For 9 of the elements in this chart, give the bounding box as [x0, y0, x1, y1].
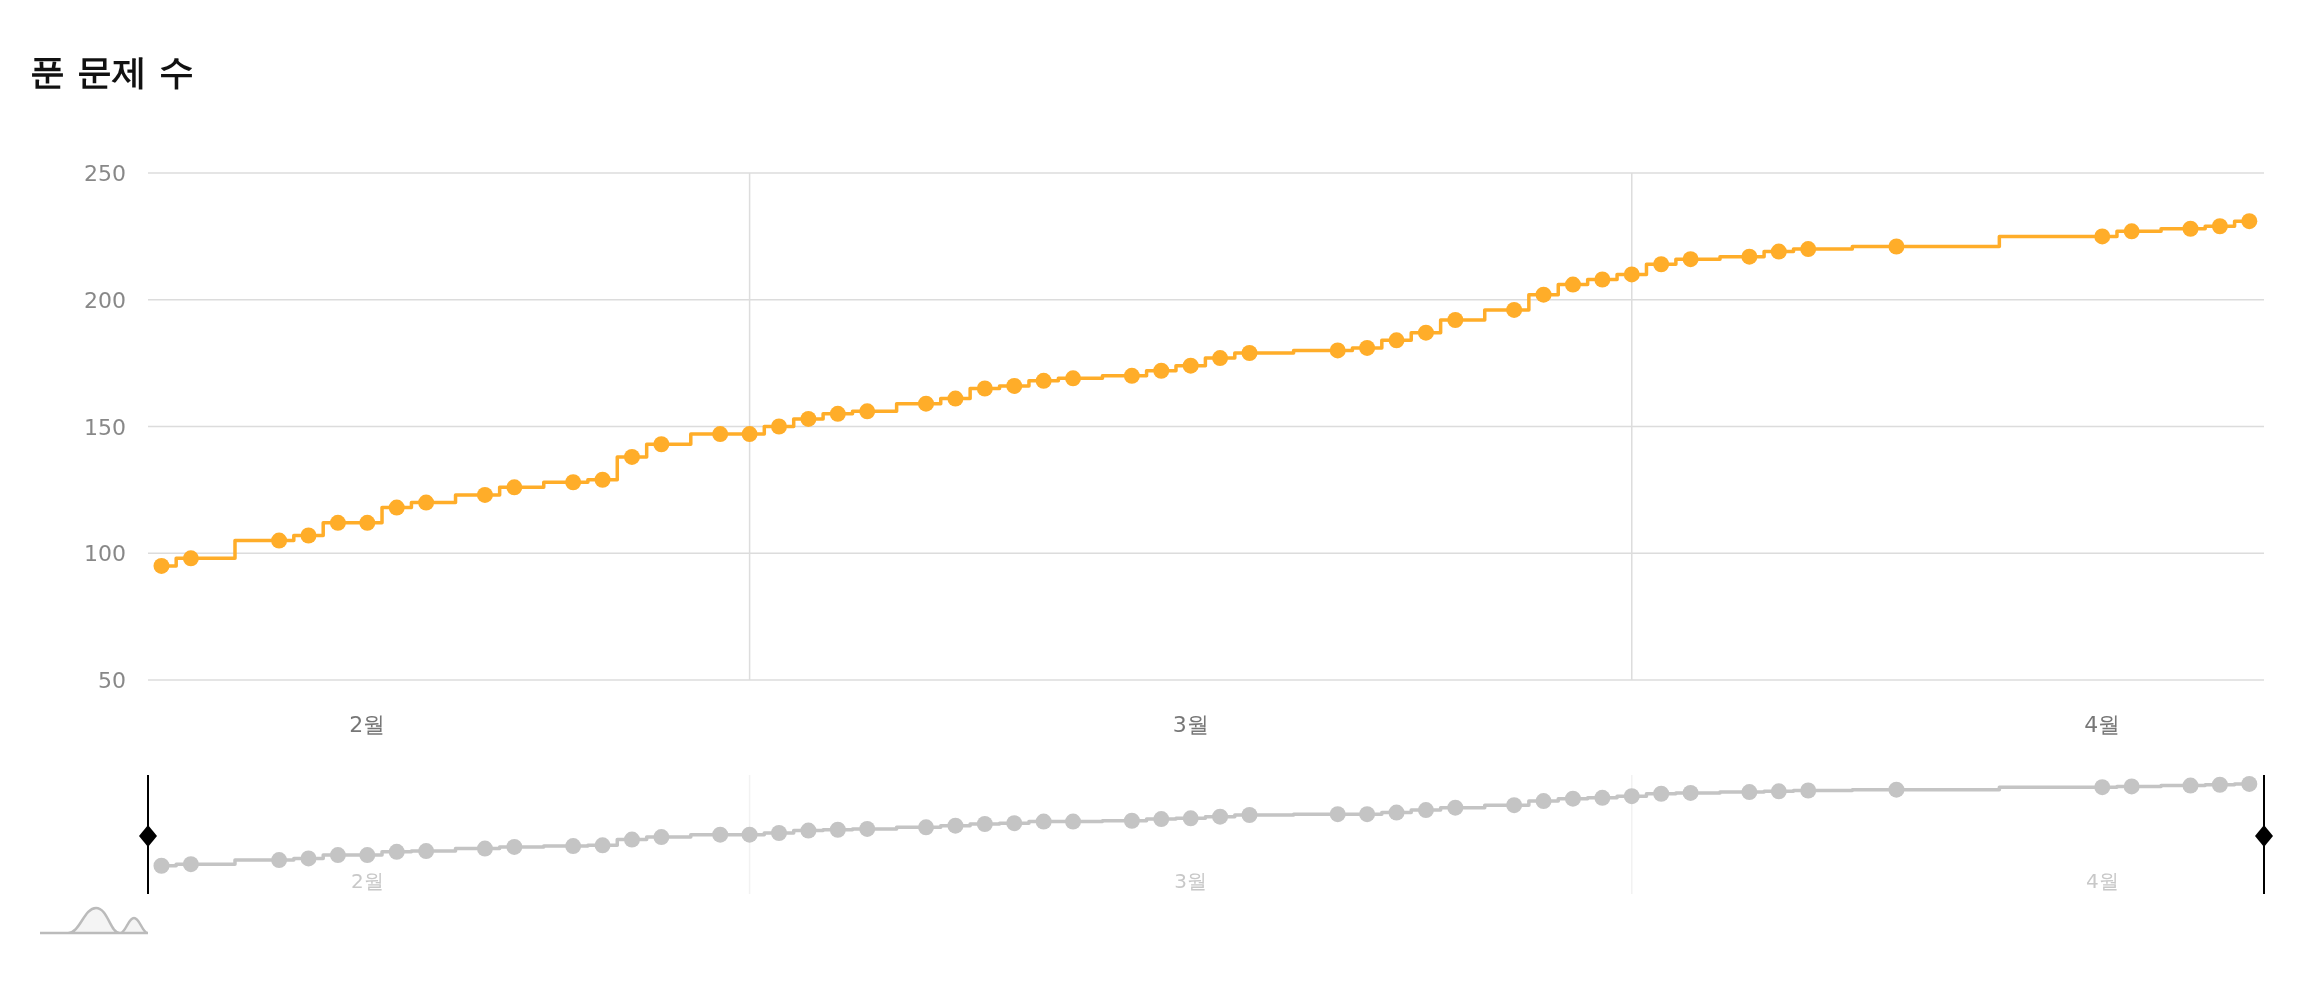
chart-title: 푼 문제 수: [30, 52, 195, 92]
y-tick-label: 50: [98, 668, 126, 693]
x-tick-label: 3월: [1172, 712, 1209, 737]
y-tick-label: 200: [84, 287, 126, 313]
y-tick-label: 250: [84, 161, 126, 186]
x-tick-label: 2월: [349, 712, 386, 737]
x-tick-label: 4월: [2084, 712, 2121, 737]
y-tick-label: 100: [84, 541, 126, 567]
y-tick-label: 150: [84, 414, 126, 440]
